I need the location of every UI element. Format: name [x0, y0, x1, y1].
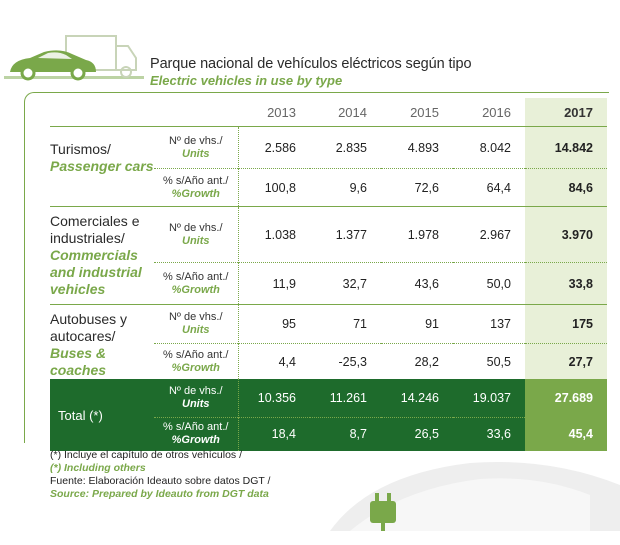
cell-value: 91 — [381, 303, 453, 344]
table-row: % s/Año ant./%Growth 11,9 32,7 43,6 50,0… — [50, 262, 607, 305]
table-row: Comerciales e industriales/ Commercials … — [50, 206, 607, 305]
cell-value: 27.689 — [525, 379, 607, 417]
footnotes: (*) Incluye el capítulo de otros vehícul… — [50, 449, 270, 501]
table-frame — [24, 92, 609, 443]
cell-value: 72,6 — [381, 168, 453, 207]
table-row: % s/Año ant./%Growth 100,8 9,6 72,6 64,4… — [50, 168, 607, 207]
cell-value: 26,5 — [381, 416, 453, 451]
source-es: Fuente: Elaboración Ideauto sobre datos … — [50, 475, 271, 487]
cell-value: 8.042 — [453, 126, 525, 169]
title-spanish: Parque nacional de vehículos eléctricos … — [150, 56, 472, 72]
charging-car-icon — [330, 455, 620, 545]
cell-value: 43,6 — [381, 262, 453, 305]
cell-value: 18,4 — [237, 416, 310, 451]
cell-value: 33,8 — [525, 262, 607, 305]
year-2017: 2017 — [525, 98, 607, 127]
footnote-en: (*) Including others — [50, 462, 146, 474]
title-english: Electric vehicles in use by type — [150, 73, 343, 88]
cell-value: 84,6 — [525, 168, 607, 207]
metric-label: Nº de vhs./Units — [154, 206, 238, 263]
cell-value: 4.893 — [381, 126, 453, 169]
cell-value: 1.978 — [381, 206, 453, 263]
total-row: Total (*) Nº de vhs./Units 10.356 11.261… — [50, 379, 607, 451]
year-header-row: 2013 2014 2015 2016 2017 — [50, 98, 607, 127]
footnote-es: (*) Incluye el capítulo de otros vehícul… — [50, 449, 243, 461]
cell-value: 19.037 — [453, 379, 525, 417]
cell-value: 2.586 — [237, 126, 310, 169]
total-label: Total (*) — [50, 379, 154, 451]
total-row: % s/Año ant./%Growth 18,4 8,7 26,5 33,6 … — [50, 416, 607, 451]
category-passenger-cars: Turismos/ Passenger cars — [50, 126, 154, 207]
cell-value: 3.970 — [525, 206, 607, 263]
cell-value: 2.835 — [310, 126, 381, 169]
truck-and-car-icon — [4, 30, 144, 90]
cell-value: 137 — [453, 303, 525, 344]
year-2013: 2013 — [267, 104, 296, 120]
cell-value: 10.356 — [237, 379, 310, 417]
cell-value: 32,7 — [310, 262, 381, 305]
cell-value: 8,7 — [310, 416, 381, 451]
cell-value: 11,9 — [237, 262, 310, 305]
cell-value: 28,2 — [381, 343, 453, 379]
cell-value: 175 — [525, 303, 607, 344]
cell-value: 1.377 — [310, 206, 381, 263]
cell-value: 64,4 — [453, 168, 525, 207]
cell-value: 45,4 — [525, 416, 607, 451]
year-2015: 2015 — [410, 104, 439, 120]
metric-label: % s/Año ant./%Growth — [154, 262, 238, 305]
table-row: % s/Año ant./%Growth 4,4 -25,3 28,2 50,5… — [50, 343, 607, 379]
cell-value: 33,6 — [453, 416, 525, 451]
cell-value: 50,0 — [453, 262, 525, 305]
category-buses-coaches: Autobuses y autocares/ Buses & coaches — [50, 304, 154, 379]
metric-label: Nº de vhs./Units — [154, 126, 238, 169]
table-row: Turismos/ Passenger cars Nº de vhs./Unit… — [50, 126, 607, 207]
cell-value: 4,4 — [237, 343, 310, 379]
metric-label: % s/Año ant./%Growth — [154, 416, 238, 451]
cell-value: 71 — [310, 303, 381, 344]
table-row: Autobuses y autocares/ Buses & coaches N… — [50, 303, 607, 379]
cell-value: 27,7 — [525, 343, 607, 379]
cell-value: 50,5 — [453, 343, 525, 379]
category-commercial-vehicles: Comerciales e industriales/ Commercials … — [50, 206, 154, 305]
cell-value: 14.246 — [381, 379, 453, 417]
metric-label: Nº de vhs./Units — [154, 303, 238, 344]
cell-value: 11.261 — [310, 379, 381, 417]
year-2014: 2014 — [338, 104, 367, 120]
cell-value: 9,6 — [310, 168, 381, 207]
metric-label: % s/Año ant./%Growth — [154, 343, 238, 379]
cell-value: 95 — [237, 303, 310, 344]
vehicles-table: 2013 2014 2015 2016 2017 Turismos/ Passe… — [50, 98, 607, 451]
cell-value: 1.038 — [237, 206, 310, 263]
cell-value: 2.967 — [453, 206, 525, 263]
cell-value: 100,8 — [237, 168, 310, 207]
cell-value: 14.842 — [525, 126, 607, 169]
cell-value: -25,3 — [310, 343, 381, 379]
metric-label: Nº de vhs./Units — [154, 379, 238, 417]
source-en: Source: Prepared by Ideauto from DGT dat… — [50, 488, 269, 500]
metric-label: % s/Año ant./%Growth — [154, 168, 238, 207]
year-2016: 2016 — [482, 104, 511, 120]
